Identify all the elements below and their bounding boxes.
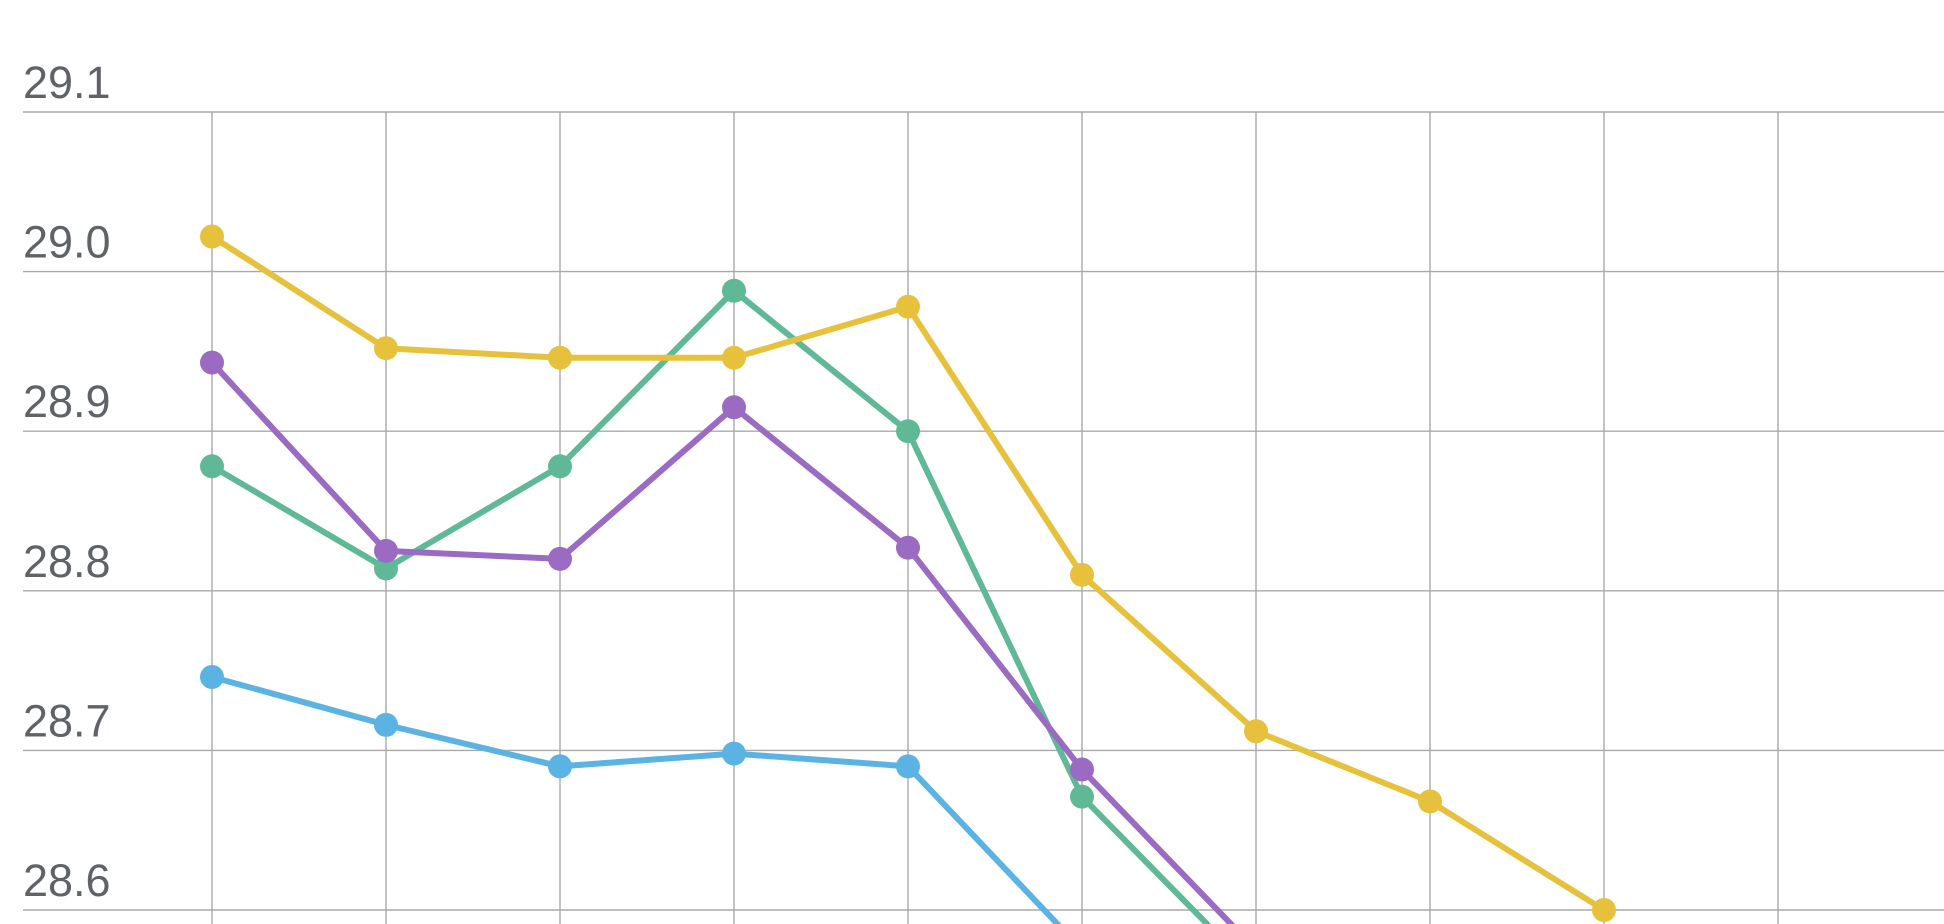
series-purple-marker [374,539,398,563]
series-purple-marker [1070,758,1094,782]
series-yellow-marker [200,224,224,248]
series-purple-marker [548,547,572,571]
grid: 29.1 29.0 28.9 28.8 28.7 28.6 [23,57,1944,924]
series-green-marker [896,419,920,443]
series-purple-marker [722,395,746,419]
y-tick-label: 28.7 [23,695,111,746]
series-purple-marker [200,351,224,375]
line-chart: 29.1 29.0 28.9 28.8 28.7 28.6 [0,0,1944,924]
series-blue-marker [374,713,398,737]
y-tick-label: 29.0 [23,217,111,268]
series-green-marker [548,454,572,478]
series-blue-marker [896,754,920,778]
series-green-marker [200,454,224,478]
y-tick-label: 29.1 [23,57,111,108]
series-green-marker [722,279,746,303]
series-yellow-marker [1418,789,1442,813]
series-blue-marker [200,665,224,689]
series-yellow-marker [1592,898,1616,922]
series-yellow-marker [896,295,920,319]
series-blue-marker [722,742,746,766]
y-tick-label: 28.9 [23,376,111,427]
series-yellow-marker [722,346,746,370]
series-yellow-marker [548,346,572,370]
y-tick-label: 28.6 [23,855,111,906]
series-yellow-marker [1244,719,1268,743]
series-yellow-marker [1070,563,1094,587]
y-tick-label: 28.8 [23,536,111,587]
series-yellow-marker [374,336,398,360]
series-green-marker [1070,785,1094,809]
series-blue-marker [548,754,572,778]
series-purple-marker [896,536,920,560]
